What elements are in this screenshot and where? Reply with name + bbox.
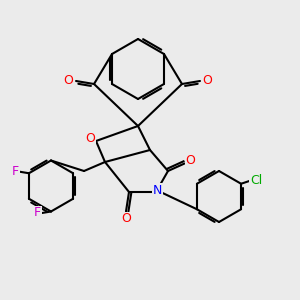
Text: O: O bbox=[202, 74, 212, 88]
Text: O: O bbox=[121, 212, 131, 226]
Text: Cl: Cl bbox=[250, 174, 262, 187]
Text: F: F bbox=[12, 165, 19, 178]
Text: O: O bbox=[186, 154, 195, 167]
Text: F: F bbox=[34, 206, 41, 220]
Text: O: O bbox=[85, 131, 95, 145]
Text: O: O bbox=[64, 74, 74, 88]
Text: N: N bbox=[153, 184, 162, 197]
